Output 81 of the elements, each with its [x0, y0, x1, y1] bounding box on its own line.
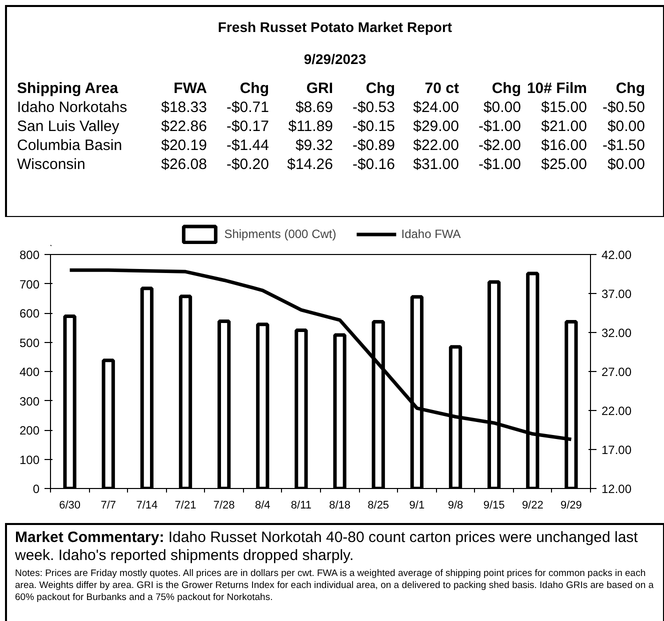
category-label: Wisconsin	[17, 156, 86, 173]
text: -$0.17	[226, 118, 269, 135]
text: $22.00	[413, 137, 459, 154]
x-tick-label: 7/7	[100, 500, 116, 512]
category-label: San Luis Valley	[17, 118, 120, 135]
text: $26.08	[161, 156, 207, 173]
y2-tick-label: 22.00	[602, 404, 632, 418]
text: $20.19	[161, 137, 207, 154]
text: -$0.89	[352, 137, 395, 154]
text: -$0.15	[352, 118, 395, 135]
x-tick-label: 7/21	[174, 500, 196, 512]
text: -$0.16	[352, 156, 395, 173]
text: Notes: Prices are Friday mostly quotes. All prices are in dollars per cwt. FWA is a weighted average of shipping point prices for common packs in each area. Weights differ by area. GRI is the Grower Returns Index for each individual area, on a delivered to packing shed basis. Idaho GRIs are based on a 60% packout for Burbanks and a 75% packout for Norkotahs.	[15, 568, 655, 604]
category-label: Chg	[238, 79, 269, 98]
text: $15.00	[541, 99, 587, 116]
y2-tick-label: 42.00	[602, 248, 632, 262]
text: -$0.50	[602, 99, 645, 116]
text: $25.00	[541, 156, 587, 173]
text: -$0.20	[226, 156, 269, 173]
category-label: 70 ct	[424, 79, 459, 98]
y-tick-label: 0	[32, 482, 40, 496]
x-tick-label: 9/8	[448, 500, 464, 512]
x-tick-label: 8/25	[368, 500, 390, 512]
text: $9.32	[295, 137, 333, 154]
text: -$0.53	[352, 99, 395, 116]
y-tick-label: 300	[19, 394, 40, 408]
y-tick-label: 700	[19, 277, 40, 292]
text: -$2.00	[478, 137, 521, 154]
text: $21.00	[541, 118, 587, 135]
category-label: GRI	[305, 79, 333, 98]
category-label: Chg	[614, 79, 645, 98]
y-tick-label: 200	[19, 424, 40, 438]
text: Market Commentary: Idaho Russet Norkotah 40-80 count carton prices were unchanged last week. Idaho's reported shipments dropped sharply.	[15, 529, 639, 565]
category-label: Chg	[364, 79, 395, 98]
x-tick-label: 9/15	[483, 500, 505, 512]
category-label: 10# Film	[526, 79, 587, 98]
text: $16.00	[541, 137, 587, 154]
x-tick-label: 8/4	[254, 500, 270, 512]
y2-tick-label: 12.00	[602, 482, 632, 496]
text: -$1.00	[478, 118, 521, 135]
text: -$0.71	[226, 99, 269, 116]
text: $0.00	[483, 99, 521, 116]
x-tick-label: 8/11	[290, 500, 312, 512]
text: $0.00	[607, 156, 645, 173]
legend-label: Idaho FWA	[401, 227, 461, 241]
x-tick-label: 9/22	[522, 500, 544, 512]
y-tick-label: 100	[19, 452, 40, 467]
category-label: Shipping Area	[17, 79, 120, 98]
text: 9/29/2023	[302, 50, 368, 69]
text: Fresh Russet Potato Market Report	[216, 18, 454, 37]
x-tick-label: 6/30	[59, 500, 81, 512]
text: -$1.44	[226, 137, 269, 154]
legend-label: Shipments (000 Cwt)	[224, 227, 336, 241]
y-tick-label: 800	[19, 248, 40, 262]
text: $8.69	[295, 99, 333, 116]
y2-tick-label: 27.00	[602, 365, 632, 379]
text: $18.33	[161, 99, 207, 116]
text: $22.86	[161, 118, 207, 135]
category-label: FWA	[172, 79, 207, 98]
x-tick-label: 7/14	[136, 500, 158, 512]
y2-tick-label: 17.00	[602, 443, 632, 457]
x-tick-label: 9/29	[560, 500, 582, 512]
text: $14.26	[287, 156, 333, 173]
y2-tick-label: 32.00	[602, 326, 632, 340]
text: $24.00	[413, 99, 459, 116]
text: $31.00	[413, 156, 459, 173]
y-tick-label: 500	[19, 336, 40, 350]
y2-tick-label: 37.00	[602, 287, 632, 301]
x-tick-label: 8/18	[329, 500, 351, 512]
text: $29.00	[413, 118, 459, 135]
y-tick-label: 600	[19, 306, 40, 320]
category-label: Idaho Norkotahs	[17, 99, 128, 116]
text: -$1.50	[602, 137, 645, 154]
text: $0.00	[607, 118, 645, 135]
category-label: Columbia Basin	[17, 137, 122, 154]
x-tick-label: 9/1	[409, 500, 425, 512]
text: -$1.00	[478, 156, 521, 173]
x-tick-label: 7/28	[213, 500, 235, 512]
category-label: Chg	[490, 79, 521, 98]
text: $11.89	[288, 118, 333, 135]
y-tick-label: 400	[19, 365, 40, 379]
